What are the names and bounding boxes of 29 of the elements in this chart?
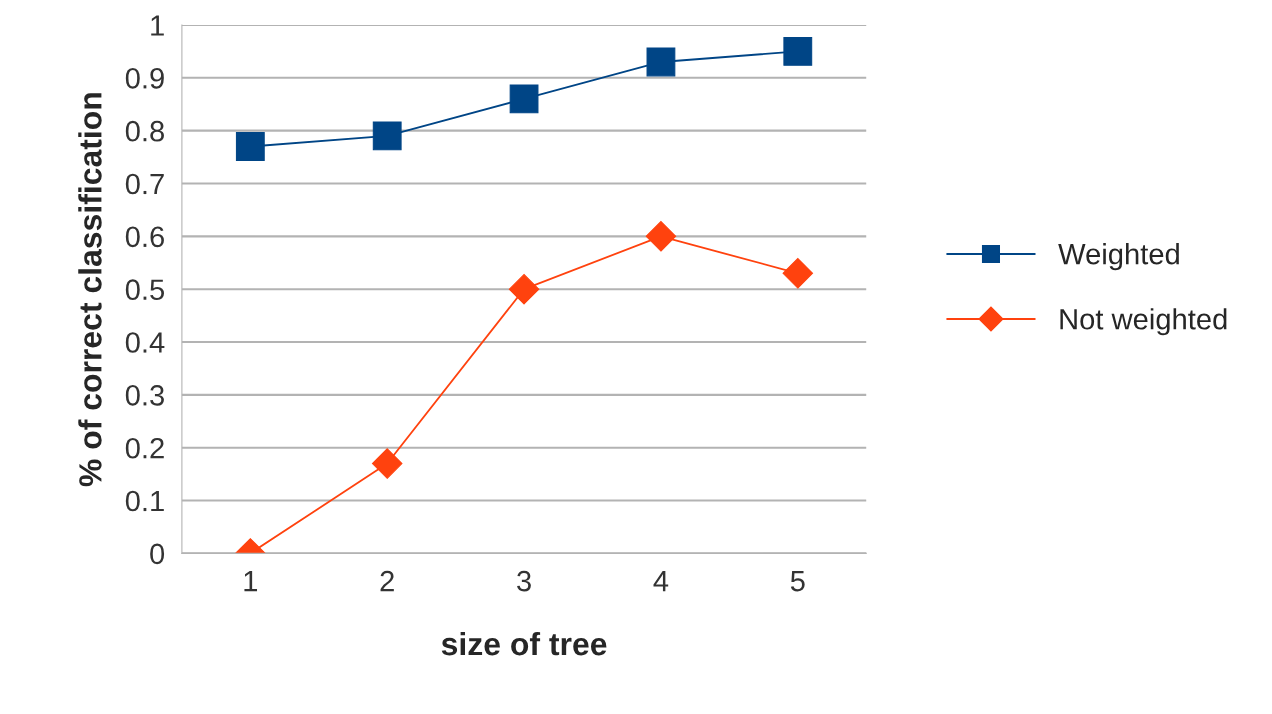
y-tick-label: 0.7 (125, 173, 164, 195)
point (508, 273, 540, 305)
point (645, 221, 677, 252)
x-tick-label: 3 (517, 570, 531, 592)
y-tick-label: 0 (150, 543, 165, 565)
point (371, 448, 403, 479)
point (509, 84, 539, 114)
point (783, 37, 813, 66)
x-tick-label: 5 (790, 571, 805, 592)
y-tick-label: 0.8 (125, 120, 164, 142)
point (235, 132, 265, 161)
x-tick-label: 1 (244, 571, 258, 592)
y-tick-label: 0.2 (125, 437, 164, 459)
x-axis-title: size of tree (441, 631, 607, 656)
point (782, 258, 814, 289)
y-axis-title: % of correct classification (78, 93, 102, 487)
y-tick-label: 0.3 (125, 385, 164, 406)
y-tick-label: 0.9 (125, 68, 164, 89)
x-tick-label: 2 (380, 570, 394, 592)
y-tick-label: 0.5 (125, 279, 165, 301)
y-tick-label: 0.1 (125, 490, 164, 512)
point (372, 121, 402, 151)
legend-label: Weighted (1058, 243, 1179, 271)
x-tick-label: 4 (653, 571, 669, 592)
y-tick-label: 1 (151, 15, 164, 36)
point (646, 47, 676, 77)
y-tick-label: 0.6 (125, 226, 164, 248)
legend-label: Not weighted (1060, 308, 1227, 336)
y-tick-label: 0.4 (125, 332, 165, 353)
